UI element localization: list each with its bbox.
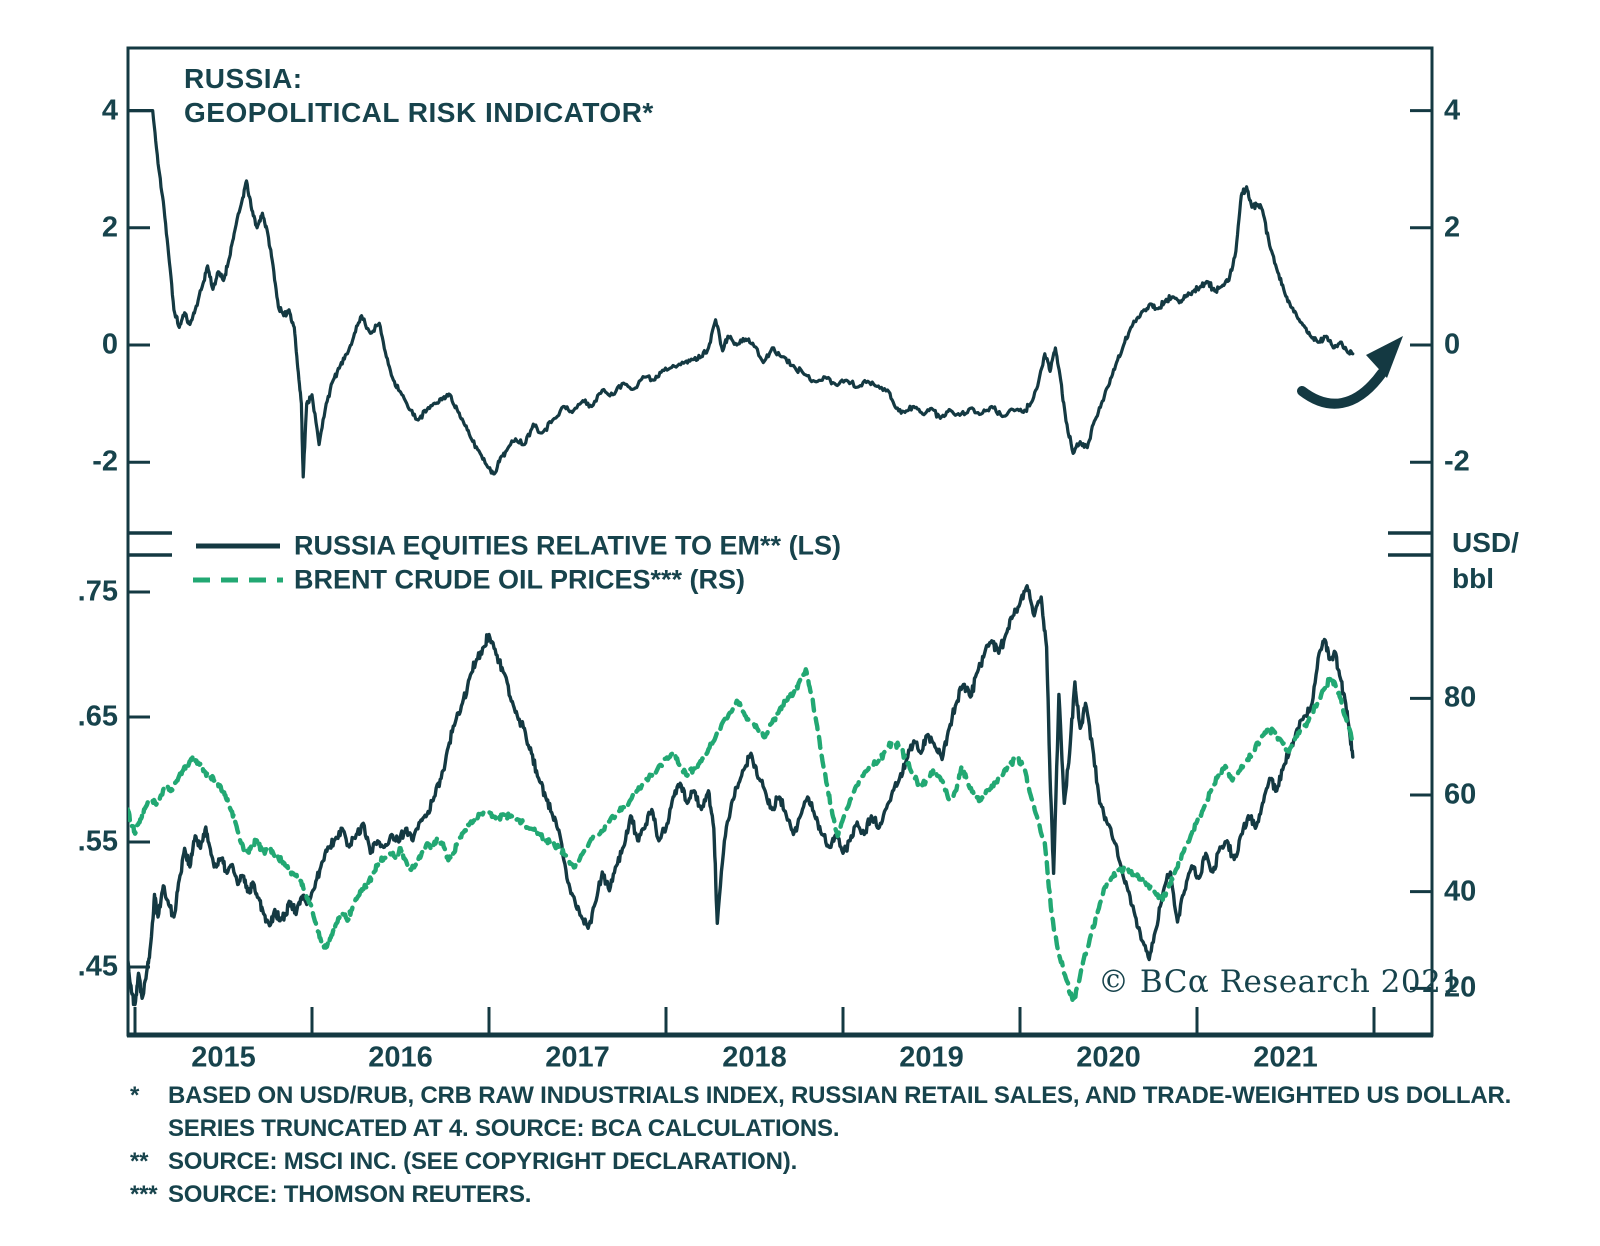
year-label-2015: 2015	[191, 1041, 256, 1074]
year-label-2018: 2018	[722, 1041, 787, 1074]
footnote-1-text: BASED ON USD/RUB, CRB RAW INDUSTRIALS IN…	[168, 1082, 1512, 1109]
legend-label-brent: BRENT CRUDE OIL PRICES*** (RS)	[294, 564, 746, 595]
top-left-tick-0: 0	[101, 328, 118, 361]
bottom-right-tick-20: 20	[1444, 971, 1477, 1004]
top-left-tick--2: -2	[92, 445, 118, 478]
bottom-left-tick-.65: .65	[77, 700, 118, 733]
footnote-1-continued-text: SERIES TRUNCATED AT 4. SOURCE: BCA CALCU…	[168, 1115, 840, 1142]
bottom-right-tick-80: 80	[1444, 681, 1477, 714]
brent-line	[128, 667, 1355, 1005]
equities-line	[128, 584, 1355, 1007]
right-axis-unit-line1: USD/	[1452, 527, 1519, 558]
bottom-left-tick-.55: .55	[77, 825, 118, 858]
gpr-line	[128, 109, 1355, 479]
footnote-3-text: SOURCE: THOMSON REUTERS.	[168, 1181, 532, 1208]
chart-title-line2: GEOPOLITICAL RISK INDICATOR*	[184, 97, 654, 128]
top-right-tick-4: 4	[1444, 94, 1461, 127]
legend-line-sample-solid	[196, 543, 280, 549]
bottom-right-tick-60: 60	[1444, 778, 1477, 811]
footnote-1-marker: *	[130, 1082, 140, 1109]
bottom-left-tick-.45: .45	[77, 950, 118, 983]
legend-line-sample-dashed	[193, 577, 283, 583]
footnote-2-marker: **	[130, 1148, 149, 1175]
trend-arrow-icon	[1297, 336, 1403, 409]
year-label-2016: 2016	[368, 1041, 433, 1074]
top-right-tick-0: 0	[1444, 328, 1461, 361]
year-label-2021: 2021	[1253, 1041, 1318, 1074]
axes-and-frame	[126, 46, 1434, 1038]
year-label-2017: 2017	[545, 1041, 610, 1074]
bottom-left-tick-.75: .75	[77, 575, 118, 608]
bottom-right-tick-40: 40	[1444, 875, 1477, 908]
copyright-mark: © BCα Research 2021	[1098, 964, 1462, 1000]
top-right-tick-2: 2	[1444, 211, 1461, 244]
top-right-tick--2: -2	[1444, 445, 1470, 478]
year-label-2019: 2019	[899, 1041, 964, 1074]
data-series	[128, 109, 1355, 1007]
top-left-tick-4: 4	[101, 94, 118, 127]
year-label-2020: 2020	[1076, 1041, 1141, 1074]
footnote-2-text: SOURCE: MSCI INC. (SEE COPYRIGHT DECLARA…	[168, 1148, 798, 1175]
footnote-3-marker: ***	[130, 1181, 158, 1208]
chart-title-line1: RUSSIA:	[184, 63, 303, 94]
right-axis-unit-line2: bbl	[1452, 563, 1494, 594]
legend-label-equities: RUSSIA EQUITIES RELATIVE TO EM** (LS)	[294, 530, 842, 561]
top-left-tick-2: 2	[101, 211, 118, 244]
chart-title: RUSSIA: GEOPOLITICAL RISK INDICATOR*	[184, 62, 654, 130]
